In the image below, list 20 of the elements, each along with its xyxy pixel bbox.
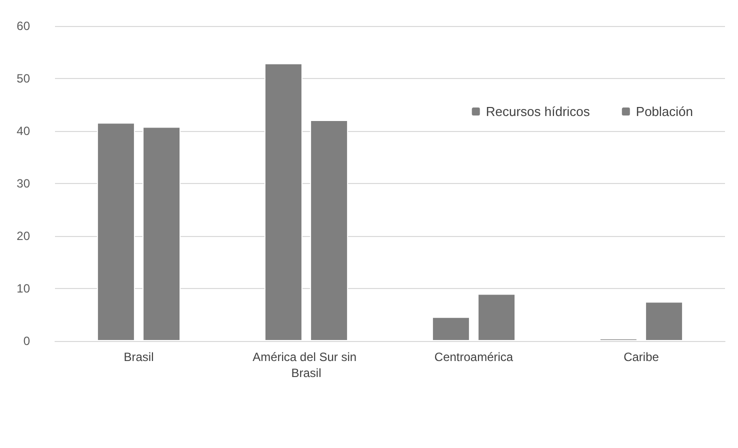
bar: [478, 294, 516, 341]
x-tick-label: Caribe: [624, 350, 660, 364]
bar: [142, 126, 181, 341]
x-tick-label: Brasil: [124, 350, 154, 364]
bar: [96, 122, 135, 341]
y-tick-label: 10: [16, 282, 30, 296]
y-tick-label: 40: [16, 124, 30, 138]
x-tick-label: América del Sur sin Brasil: [252, 350, 360, 380]
y-tick-label: 50: [16, 72, 30, 86]
x-tick-label: Centroamérica: [434, 350, 514, 364]
y-tick-label: 0: [23, 334, 30, 348]
legend-label: Población: [636, 104, 694, 119]
y-tick-label: 20: [16, 229, 30, 243]
bar: [432, 316, 470, 341]
y-tick-label: 30: [16, 176, 30, 190]
bar: [645, 302, 684, 341]
legend-label: Recursos hídricos: [486, 104, 590, 119]
y-tick-label: 60: [16, 19, 30, 33]
bar: [264, 63, 302, 341]
bar: [310, 120, 348, 341]
